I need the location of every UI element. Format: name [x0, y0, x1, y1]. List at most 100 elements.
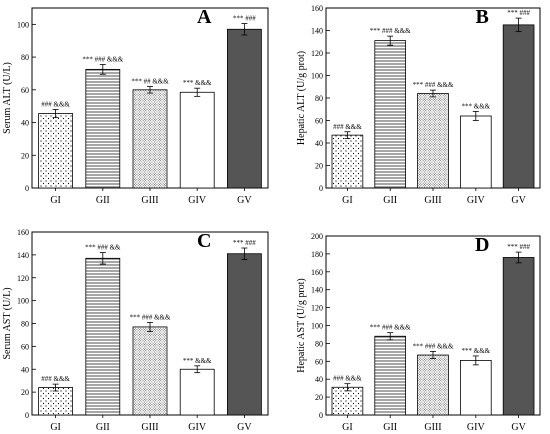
chart-panel-c: 0 20 40 60 80 100 120 140 160 Serum AST (U/L) C ###…	[2, 228, 269, 433]
category-label: GIV	[467, 422, 486, 433]
y-tick-label: 0	[319, 411, 323, 420]
y-tick-label: 80	[315, 94, 323, 103]
significance-label: *** ### &&&	[413, 81, 454, 89]
y-tick-label: 20	[315, 393, 323, 402]
bar-gi	[331, 386, 364, 416]
y-tick-label: 40	[21, 119, 29, 128]
y-tick-label: 100	[311, 322, 323, 331]
y-tick-label: 120	[311, 304, 323, 313]
significance-label: *** &&&	[183, 79, 212, 87]
category-label: GIII	[424, 195, 441, 206]
category-label: GII	[383, 422, 397, 433]
category-label: GIII	[424, 422, 441, 433]
bar-giv	[179, 91, 215, 189]
bar-gv	[502, 257, 535, 416]
y-tick-label: 180	[311, 250, 323, 259]
category-label: GII	[383, 195, 397, 206]
y-tick-label: 0	[319, 184, 323, 193]
chart-panel-d: 0 20 40 60 80 100 120 140 160 180 200 Hepatic AST (…	[296, 232, 541, 433]
significance-label: *** ### &&&	[413, 342, 454, 350]
significance-label: *** ###	[233, 239, 256, 247]
y-tick-label: 60	[21, 342, 29, 351]
y-tick-label: 120	[17, 274, 29, 283]
category-label: GIV	[188, 195, 207, 206]
significance-label: *** ###	[507, 9, 530, 17]
y-tick-label: 140	[311, 27, 323, 36]
y-tick-label: 20	[21, 151, 29, 160]
significance-label: *** ### &&&	[82, 55, 123, 63]
y-tick-label: 40	[315, 375, 323, 384]
bar-gv	[502, 24, 535, 189]
category-label: GII	[96, 195, 110, 206]
significance-label: ### &&&	[333, 375, 362, 383]
significance-label: ### &&&	[333, 123, 362, 131]
y-tick-label: 40	[315, 139, 323, 148]
y-tick-label: 80	[21, 320, 29, 329]
y-tick-label: 80	[21, 53, 29, 62]
bar-giii	[417, 93, 449, 189]
y-tick-label: 20	[315, 162, 323, 171]
bar-giii	[132, 89, 168, 189]
bar-gv	[227, 28, 262, 189]
significance-label: ### &&&	[41, 100, 70, 108]
bar-giii	[132, 326, 168, 416]
y-tick-label: 100	[311, 72, 323, 81]
category-label: GII	[96, 422, 110, 433]
y-tick-label: 60	[315, 117, 323, 126]
category-label: GV	[237, 422, 252, 433]
significance-label: *** ### &&&	[370, 324, 411, 332]
bar-gii	[85, 68, 121, 189]
y-tick-label: 80	[315, 339, 323, 348]
y-tick-label: 100	[17, 20, 29, 29]
y-tick-label: 120	[311, 49, 323, 58]
bar-giv	[459, 115, 492, 189]
y-tick-label: 60	[21, 86, 29, 95]
y-tick-label: 0	[25, 411, 29, 420]
category-label: GIV	[467, 195, 486, 206]
bar-gi	[38, 113, 73, 189]
category-label: GI	[50, 195, 61, 206]
category-label: GI	[342, 195, 353, 206]
significance-label: *** &&&	[462, 347, 491, 355]
y-tick-label: 160	[311, 268, 323, 277]
significance-label: *** &&&	[462, 103, 491, 111]
y-tick-label: 200	[311, 232, 323, 241]
category-label: GIII	[141, 195, 158, 206]
bar-giv	[179, 368, 215, 416]
category-label: GIV	[188, 422, 207, 433]
y-axis-label: Serum AST (U/L)	[2, 287, 13, 359]
y-tick-label: 40	[21, 365, 29, 374]
significance-label: *** &&&	[183, 357, 212, 365]
panel-letter: C	[197, 230, 211, 252]
category-label: GIII	[141, 422, 158, 433]
bar-gii	[85, 257, 121, 416]
bar-giv	[459, 360, 492, 416]
category-label: GV	[511, 195, 526, 206]
bar-gv	[227, 253, 262, 416]
significance-label: *** ## &&&	[131, 78, 169, 86]
significance-label: *** ### &&	[85, 244, 121, 252]
y-tick-label: 160	[17, 228, 29, 237]
panel-letter: D	[475, 234, 489, 256]
bar-gii	[374, 335, 407, 416]
category-label: GV	[237, 195, 252, 206]
bar-gii	[374, 40, 407, 189]
panel-letter: A	[197, 6, 212, 28]
y-tick-label: 100	[17, 297, 29, 306]
y-tick-label: 140	[17, 251, 29, 260]
panel-letter: B	[476, 6, 489, 28]
significance-label: *** ###	[233, 15, 256, 23]
category-label: GV	[511, 422, 526, 433]
y-axis-label: Serum ALT (U/L)	[2, 62, 13, 134]
y-tick-label: 0	[25, 184, 29, 193]
chart-panel-b: 0 20 40 60 80 100 120 140 160 Hepatic ALT (U/g pr…	[296, 4, 541, 206]
y-axis-label: Hepatic ALT (U/g prot)	[296, 51, 307, 145]
bar-gi	[331, 134, 364, 189]
category-label: GI	[342, 422, 353, 433]
bar-giii	[417, 354, 449, 416]
y-tick-label: 140	[311, 286, 323, 295]
significance-label: *** ###	[507, 243, 530, 251]
chart-panel-a: 0 20 40 60 80 100 Serum ALT (U/L) A ### &&& GI ***…	[2, 6, 269, 206]
y-axis-label: Hepatic AST (U/g prot)	[296, 278, 307, 373]
